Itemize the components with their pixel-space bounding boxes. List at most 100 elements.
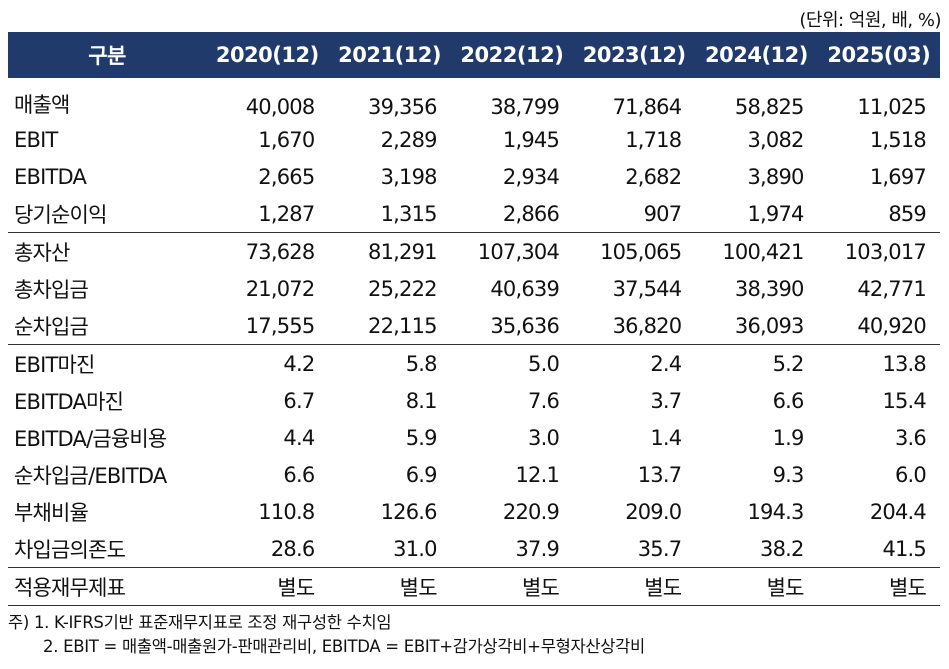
value-cell: 859 — [888, 201, 926, 226]
value-cell: 1,718 — [625, 127, 682, 152]
value-cell: 6.6 — [283, 462, 315, 487]
value-cell: 별도 — [328, 567, 451, 606]
row-label: EBITDA/금융비용 — [14, 426, 167, 451]
value-cell: 13.7 — [637, 462, 682, 487]
value-cell: 31.0 — [393, 536, 437, 561]
value-cell: 40,008 — [245, 95, 315, 119]
table-row: 총자산 73,628 81,291 107,304 105,065 100,421 103,… — [8, 232, 940, 270]
value-cell: 37,544 — [612, 276, 682, 301]
value-cell: 1,697 — [869, 164, 927, 189]
table-row: EBITDA 2,665 3,198 2,934 2,682 3,890 1,697 — [8, 158, 940, 195]
value-cell: 별도 — [206, 567, 329, 606]
value-cell: 3.7 — [650, 388, 682, 413]
value-cell: 13.8 — [817, 344, 940, 382]
footnotes: 주) 1. K-IFRS기반 표준재무지표로 조정 재구성한 수치임 2. EB… — [8, 611, 645, 659]
table-row: 차입금의존도 28.6 31.0 37.9 35.7 38.2 41.5 — [8, 530, 940, 568]
table-row: 순차입금 17,555 22,115 35,636 36,820 36,093 40,920 — [8, 307, 940, 345]
value-cell: 28.6 — [270, 536, 315, 561]
value-cell: 2,934 — [502, 164, 560, 189]
value-cell: 2,665 — [258, 164, 315, 189]
value-cell: 6.9 — [405, 462, 438, 487]
row-label: 매출액 — [14, 93, 70, 117]
table-row: 당기순이익 1,287 1,315 2,866 907 1,974 859 — [8, 195, 940, 233]
value-cell: 1,974 — [747, 201, 804, 226]
value-cell: 220.9 — [502, 499, 560, 524]
value-cell: 3.6 — [895, 425, 927, 450]
value-cell: 1,315 — [380, 201, 438, 226]
value-cell: 1.9 — [772, 425, 805, 450]
table-row: 순차입금/EBITDA 6.6 6.9 12.1 13.7 9.3 6.0 — [8, 456, 940, 493]
value-cell: 11,025 — [857, 95, 926, 119]
value-cell: 3,890 — [747, 164, 804, 189]
value-cell: 39,356 — [368, 95, 437, 119]
value-cell: 209.0 — [625, 499, 682, 524]
value-cell: 2,682 — [625, 164, 682, 189]
value-cell: 71,864 — [612, 95, 682, 119]
value-cell: 110.8 — [258, 499, 315, 524]
value-cell: 1,945 — [502, 127, 560, 152]
row-label: 당기순이익 — [14, 202, 107, 227]
table-row: 적용재무제표 별도 별도 별도 별도 별도 별도 — [8, 567, 940, 606]
value-cell: 907 — [643, 201, 682, 226]
value-cell: 9.3 — [772, 462, 805, 487]
value-cell: 105,065 — [573, 232, 696, 270]
value-cell: 22,115 — [368, 313, 437, 338]
value-cell: 5.2 — [695, 344, 818, 382]
value-cell: 4.2 — [206, 344, 329, 382]
value-cell: 40,639 — [490, 276, 560, 301]
table-row: 부채비율 110.8 126.6 220.9 209.0 194.3 204.4 — [8, 493, 940, 530]
value-cell: 별도 — [450, 567, 574, 606]
value-cell: 1,518 — [869, 127, 927, 152]
table-row: EBITDA/금융비용 4.4 5.9 3.0 1.4 1.9 3.6 — [8, 419, 940, 456]
row-label: 총자산 — [8, 232, 207, 270]
value-cell: 38,390 — [734, 276, 804, 301]
table-row: EBIT마진 4.2 5.8 5.0 2.4 5.2 13.8 — [8, 344, 940, 382]
row-label: EBIT마진 — [8, 344, 207, 382]
value-cell: 1,287 — [258, 201, 315, 226]
value-cell: 6.6 — [772, 388, 805, 413]
financial-summary-table: 구분 2020(12) 2021(12) 2022(12) 2023(12) 2… — [8, 32, 940, 606]
value-cell: 1.4 — [650, 425, 682, 450]
value-cell: 41.5 — [882, 536, 926, 561]
value-cell: 38,799 — [490, 95, 560, 119]
value-cell: 별도 — [817, 567, 940, 606]
value-cell: 81,291 — [328, 232, 451, 270]
row-label: 적용재무제표 — [8, 567, 207, 606]
table-row: EBIT 1,670 2,289 1,945 1,718 3,082 1,518 — [8, 121, 940, 158]
header-cell-year: 2020(12) — [206, 32, 329, 78]
header-cell-year: 2022(12) — [450, 32, 574, 78]
value-cell: 35.7 — [637, 536, 682, 561]
value-cell: 73,628 — [206, 232, 329, 270]
row-label: 순차입금 — [14, 314, 89, 339]
value-cell: 204.4 — [869, 499, 927, 524]
value-cell: 15.4 — [882, 388, 926, 413]
value-cell: 194.3 — [747, 499, 804, 524]
value-cell: 2,289 — [380, 127, 438, 152]
value-cell: 35,636 — [490, 313, 560, 338]
value-cell: 별도 — [573, 567, 696, 606]
value-cell: 6.0 — [895, 462, 927, 487]
value-cell: 38.2 — [760, 536, 804, 561]
value-cell: 12.1 — [515, 462, 560, 487]
header-row: 구분 2020(12) 2021(12) 2022(12) 2023(12) 2… — [8, 32, 940, 78]
value-cell: 103,017 — [817, 232, 940, 270]
value-cell: 40,920 — [857, 313, 926, 338]
table-row: 매출액 40,008 39,356 38,799 71,864 58,825 11,025 — [8, 78, 940, 121]
value-cell: 107,304 — [450, 232, 574, 270]
header-cell-year: 2023(12) — [573, 32, 696, 78]
table-row: 총차입금 21,072 25,222 40,639 37,544 38,390 42,771 — [8, 270, 940, 307]
value-cell: 25,222 — [368, 276, 437, 301]
row-label: 순차입금/EBITDA — [14, 463, 167, 488]
value-cell: 5.9 — [405, 425, 438, 450]
row-label: EBITDA — [14, 164, 87, 189]
header-cell-category: 구분 — [8, 32, 207, 78]
value-cell: 100,421 — [695, 232, 818, 270]
row-label: EBITDA마진 — [14, 389, 124, 414]
value-cell: 37.9 — [515, 536, 560, 561]
value-cell: 8.1 — [405, 388, 438, 413]
header-cell-year: 2021(12) — [328, 32, 451, 78]
value-cell: 1,670 — [258, 127, 315, 152]
row-label: 총차입금 — [14, 277, 89, 302]
header-cell-year: 2025(03) — [817, 32, 940, 78]
value-cell: 4.4 — [283, 425, 315, 450]
